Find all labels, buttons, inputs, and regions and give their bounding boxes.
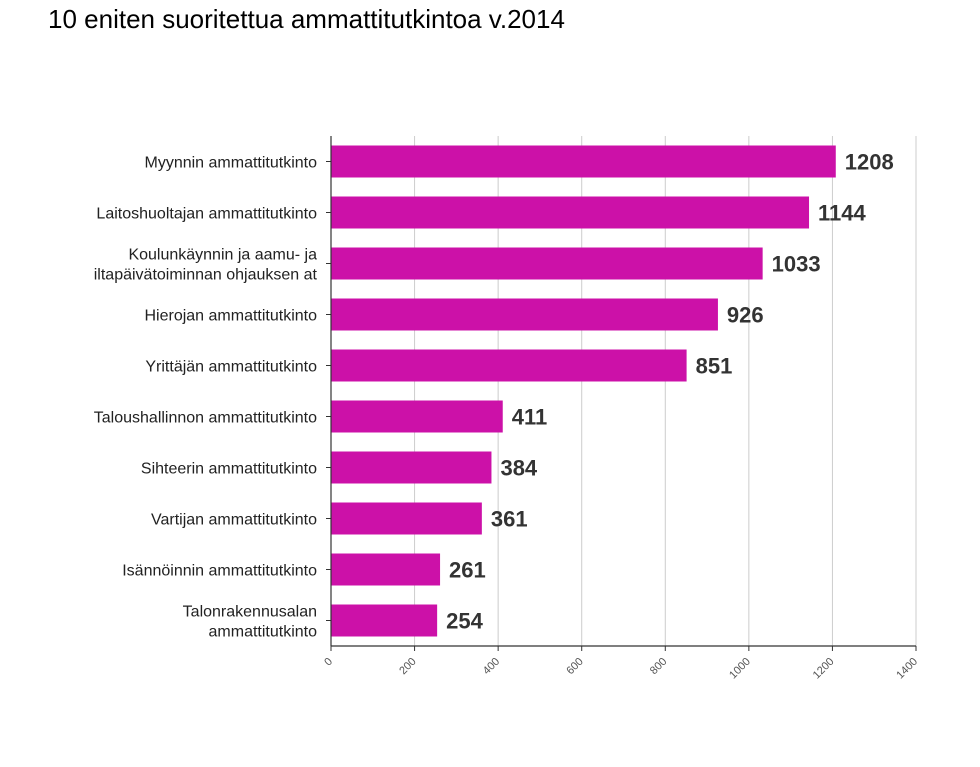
category-label-line: Yrittäjän ammattitutkinto [145,359,317,376]
value-label: 926 [727,303,764,328]
category-label-line: Talonrakennusalan [183,604,317,621]
category-label: Laitoshuoltajan ammattitutkinto [96,206,317,223]
category-label-line: Koulunkäynnin ja aamu- ja [128,247,317,264]
x-tick-label: 0 [322,656,335,669]
value-label: 411 [512,405,547,430]
category-label-line: Taloushallinnon ammattitutkinto [94,410,317,427]
axes [326,136,917,651]
category-label-line: Isännöinnin ammattitutkinto [122,563,317,580]
value-label: 851 [696,354,733,379]
x-tick-label: 800 [648,656,669,677]
x-tick-label: 1400 [894,656,920,682]
bar [331,502,482,535]
value-label: 254 [446,609,483,634]
value-labels: 1208 1144 1033 926 851 411 384 361 261 254 [446,150,894,634]
category-label: Yrittäjän ammattitutkinto [145,359,317,376]
x-tick-label: 1200 [811,656,837,682]
value-label: 1033 [772,252,821,277]
value-label: 361 [491,507,528,532]
x-tick-label: 200 [397,656,418,677]
bar [331,604,438,637]
category-label: Hierojan ammattitutkinto [144,308,317,325]
category-label: Isännöinnin ammattitutkinto [122,563,317,580]
page-title: 10 eniten suoritettua ammattitutkintoa v… [48,4,565,34]
category-label: Talonrakennusalan ammattitutkinto [183,604,317,641]
category-label: Sihteerin ammattitutkinto [141,461,317,478]
bar [331,247,763,280]
bar [331,451,492,484]
value-label: 261 [449,558,486,583]
bar [331,298,718,331]
bar [331,349,687,382]
category-label: Myynnin ammattitutkinto [144,155,317,172]
bar [331,196,810,229]
category-label: Taloushallinnon ammattitutkinto [94,410,317,427]
x-tick-label: 400 [481,656,502,677]
value-label: 384 [500,456,537,481]
bar [331,400,503,433]
category-label-line: ammattitutkinto [209,624,318,641]
category-label-line: Vartijan ammattitutkinto [151,512,317,529]
category-label-line: Laitoshuoltajan ammattitutkinto [96,206,317,223]
x-tick-label: 1000 [727,656,753,682]
category-label: Vartijan ammattitutkinto [151,512,317,529]
bar [331,553,441,586]
category-label-line: iltapäivätoiminnan ohjauksen at [94,267,318,284]
category-label-line: Sihteerin ammattitutkinto [141,461,317,478]
value-label: 1208 [845,150,894,175]
x-tick-label: 600 [564,656,585,677]
category-label-line: Hierojan ammattitutkinto [144,308,317,325]
x-tick-labels: 0 200 400 600 800 1000 1200 1400 [322,656,920,682]
category-labels: Myynnin ammattitutkinto Laitoshuoltajan a… [94,155,318,641]
bar [331,145,836,178]
category-label: Koulunkäynnin ja aamu- ja iltapäivätoimin… [94,247,318,284]
value-label: 1144 [818,201,866,226]
category-label-line: Myynnin ammattitutkinto [144,155,317,172]
bars [331,145,836,637]
